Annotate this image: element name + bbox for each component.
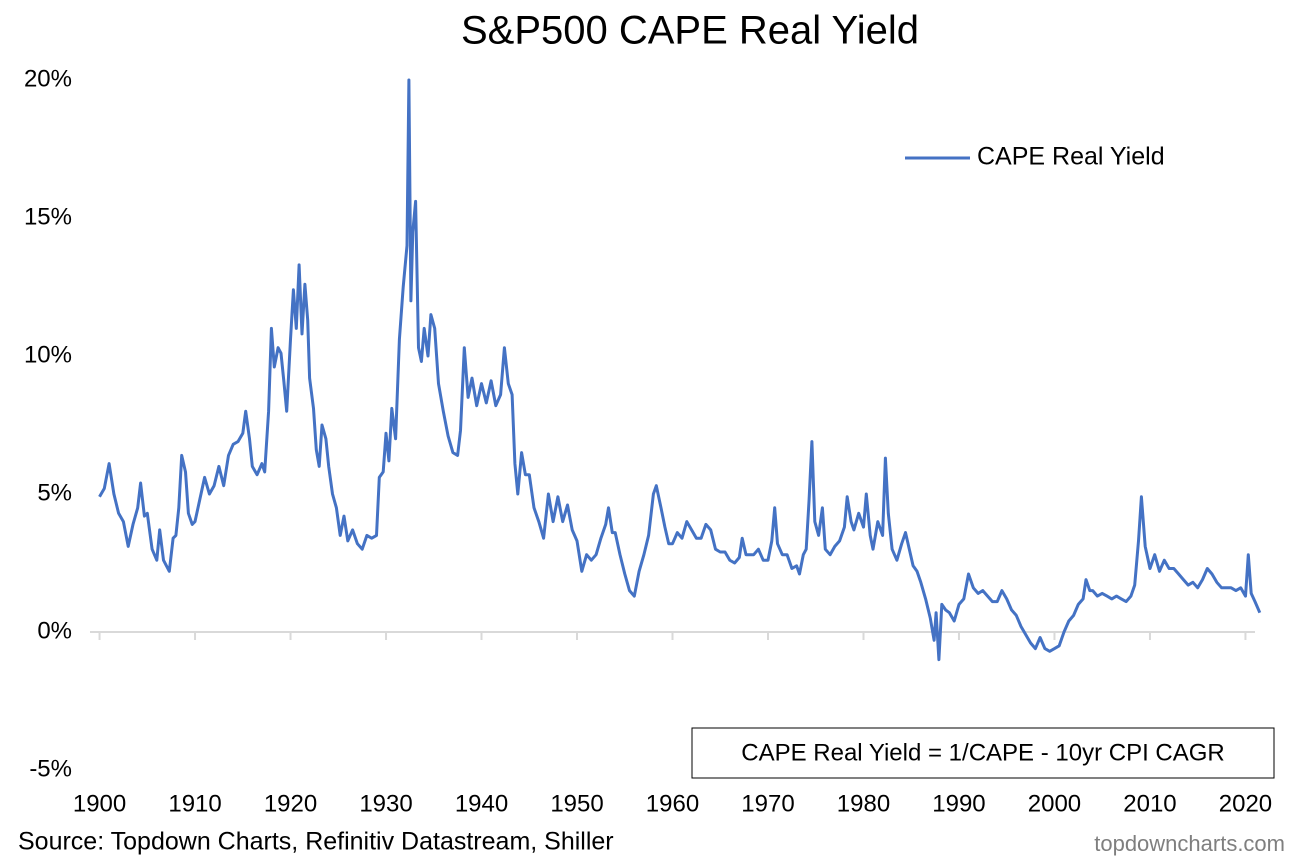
source: Source: Topdown Charts, Refinitiv Datast…	[18, 828, 614, 856]
y-tick-label: 0%	[37, 617, 72, 644]
x-tick-label: 1950	[550, 790, 603, 817]
y-tick-label: -5%	[29, 755, 72, 782]
y-tick-label: 15%	[24, 203, 72, 230]
x-tick-label: 2010	[1123, 790, 1176, 817]
x-tick-label: 1980	[837, 790, 890, 817]
x-tick-label: 1970	[741, 790, 794, 817]
chart-title: S&P500 CAPE Real Yield	[461, 9, 919, 53]
y-tick-label: 20%	[24, 65, 72, 92]
x-tick-label: 1920	[264, 790, 317, 817]
y-tick-label: 5%	[37, 479, 72, 506]
annotation-box	[691, 727, 1275, 779]
watermark: topdowncharts.com	[1094, 831, 1285, 856]
series-line	[98, 78, 1262, 662]
x-tick-label: 1910	[168, 790, 221, 817]
x-tick-label: 2020	[1219, 790, 1272, 817]
x-tick-label: 1930	[359, 790, 412, 817]
x-tick-label: 1940	[455, 790, 508, 817]
x-tick-label: 1900	[73, 790, 126, 817]
legend-label: CAPE Real Yield	[977, 143, 1165, 171]
x-tick-label: 1990	[932, 790, 985, 817]
x-tick-label: 1960	[646, 790, 699, 817]
x-tick-label: 2000	[1028, 790, 1081, 817]
y-tick-label: 10%	[24, 341, 72, 368]
annotation: CAPE Real Yield = 1/CAPE - 10yr CPI CAGR	[741, 739, 1225, 766]
